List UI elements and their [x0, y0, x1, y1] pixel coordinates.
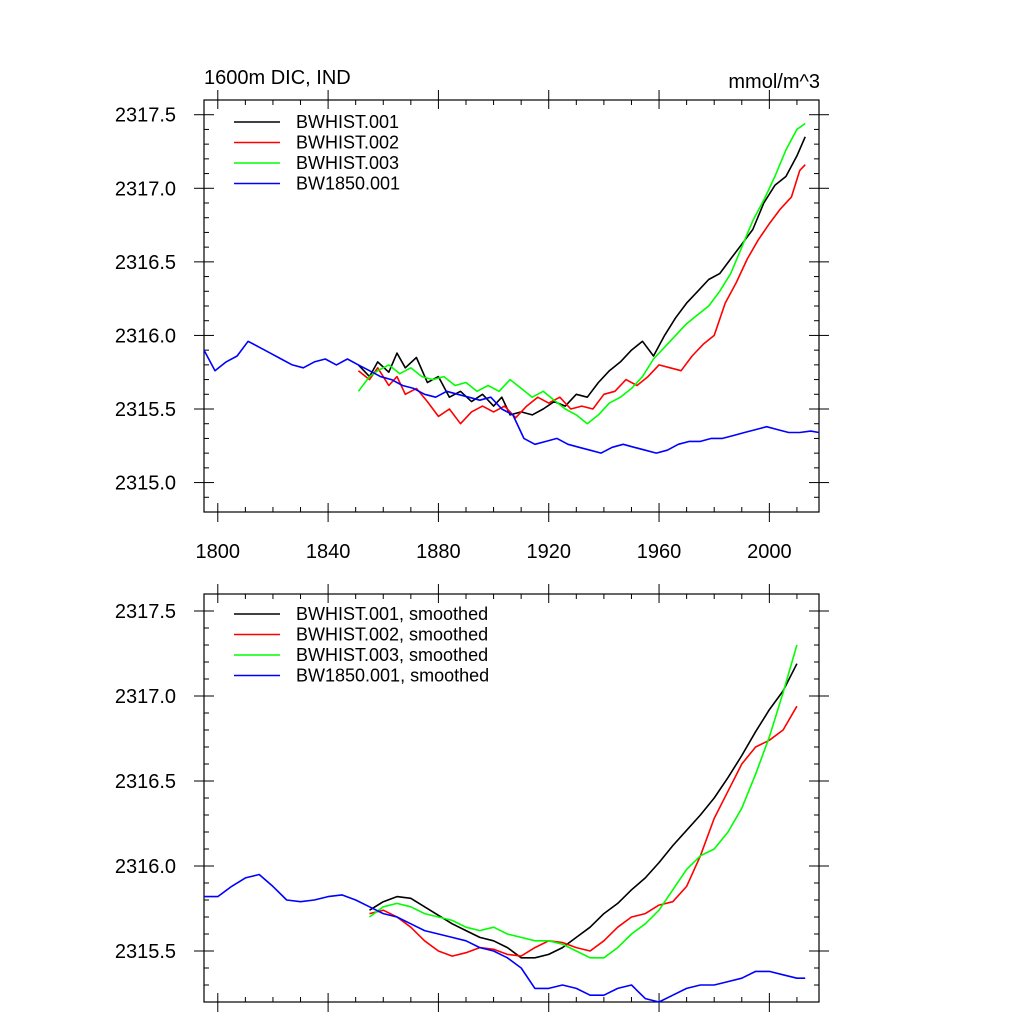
top-legend-label-2: BWHIST.002: [296, 133, 399, 153]
top-panel-y-tick-labels: 2315.0 2315.5 2316.0 2316.5 2317.0 2317.5: [115, 105, 176, 495]
top-x-tick-label: 1840: [306, 541, 351, 563]
bottom-y-tick-label: 2316.0: [115, 856, 176, 878]
bottom-panel: 2315.5 2316.0 2316.5 2317.0 2317.5 BWHIST.00…: [115, 584, 829, 1012]
bottom-legend-label-1: BWHIST.001, smoothed: [296, 604, 488, 624]
bottom-y-tick-label: 2317.0: [115, 686, 176, 708]
top-panel-x-tick-labels: 1800 1840 1880 1920 1960 2000: [196, 541, 792, 563]
top-series-line-2: [357, 164, 806, 425]
top-x-tick-label: 1800: [196, 541, 241, 563]
top-series-line-1: [357, 136, 806, 416]
top-panel-ticks: [194, 90, 829, 522]
top-x-tick-label: 2000: [747, 541, 792, 563]
bottom-series-line-3: [369, 644, 798, 959]
bottom-panel-y-tick-labels: 2315.5 2316.0 2316.5 2317.0 2317.5: [115, 601, 176, 963]
bottom-legend-label-3: BWHIST.003, smoothed: [296, 645, 488, 665]
top-legend-label-3: BWHIST.003: [296, 153, 399, 173]
top-series-line-4: [203, 340, 820, 454]
bottom-panel-ticks: [194, 584, 829, 1012]
top-y-tick-label: 2315.5: [115, 399, 176, 421]
top-y-tick-label: 2316.0: [115, 325, 176, 347]
bottom-series-line-2: [369, 705, 798, 957]
top-panel-series: [203, 122, 820, 454]
top-y-tick-label: 2317.5: [115, 105, 176, 127]
bottom-legend-label-2: BWHIST.002, smoothed: [296, 625, 488, 645]
bottom-legend-label-4: BW1850.001, smoothed: [296, 666, 489, 686]
top-x-tick-label: 1920: [526, 541, 571, 563]
bottom-series-line-1: [369, 663, 798, 959]
top-panel: 1600m DIC, IND mmol/m^3 1800 1840 1880 1920…: [115, 67, 829, 563]
top-x-tick-label: 1960: [637, 541, 682, 563]
top-series-line-3: [357, 122, 806, 425]
top-legend-label-4: BW1850.001: [296, 174, 400, 194]
bottom-y-tick-label: 2315.5: [115, 941, 176, 963]
top-panel-title: 1600m DIC, IND: [204, 67, 351, 89]
bottom-series-line-4: [204, 873, 806, 1003]
top-y-tick-label: 2315.0: [115, 473, 176, 495]
top-panel-units: mmol/m^3: [728, 71, 820, 93]
bottom-panel-series: [204, 644, 806, 1003]
top-x-tick-label: 1880: [416, 541, 461, 563]
bottom-y-tick-label: 2316.5: [115, 771, 176, 793]
top-y-tick-label: 2317.0: [115, 178, 176, 200]
top-legend-label-1: BWHIST.001: [296, 112, 399, 132]
top-y-tick-label: 2316.5: [115, 252, 176, 274]
bottom-y-tick-label: 2317.5: [115, 601, 176, 623]
